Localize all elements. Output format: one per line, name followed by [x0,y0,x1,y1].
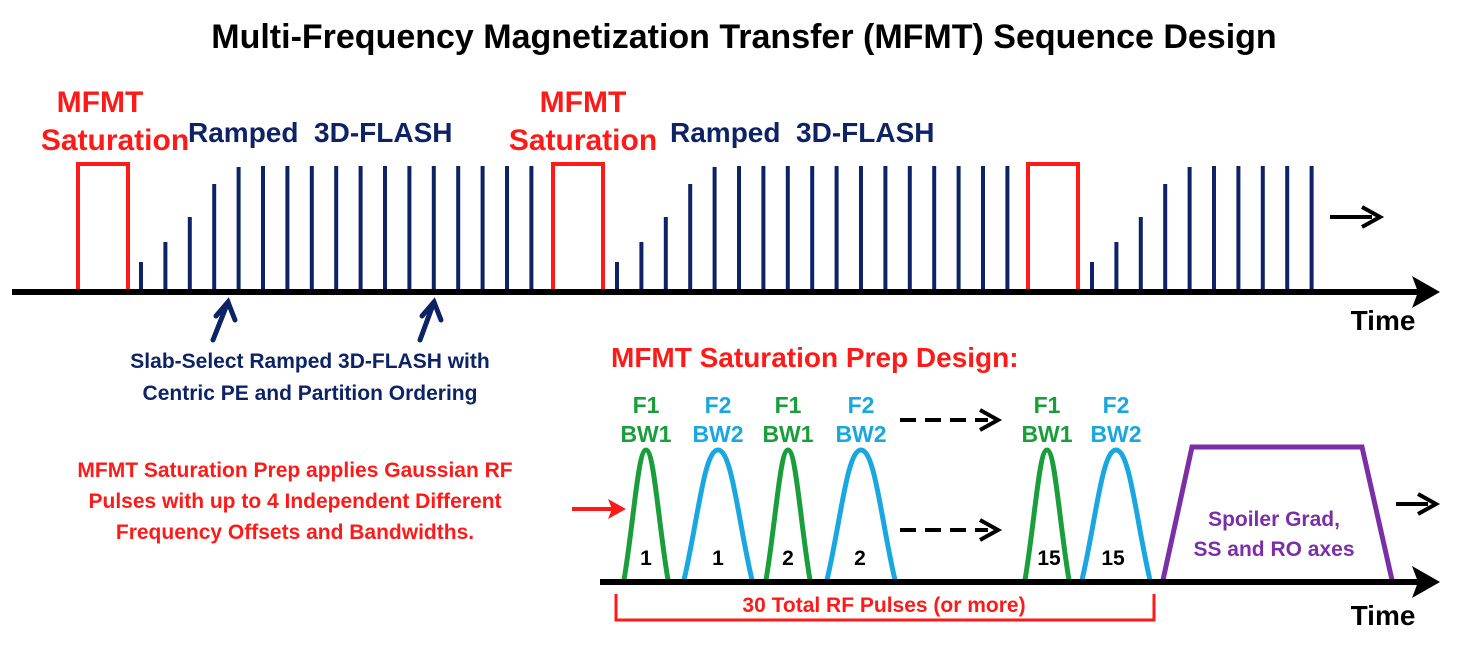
annotation-arrowhead-2 [419,297,444,323]
flash-label-1: Ramped 3D-FLASH [188,117,452,148]
pulse-4-freq: F2 [848,392,875,418]
side-note-line2: Pulses with up to 4 Independent Differen… [88,490,501,513]
pulse-4-bw: BW2 [835,421,886,447]
pulse-4-number: 2 [854,547,866,570]
sat-label-2-line2: Saturation [509,124,657,157]
pulse-6-bw: BW2 [1090,421,1141,447]
sat-label-2-line1: MFMT [540,86,627,119]
gaussian-rf-pulses [621,447,1153,581]
gaussian-pulse-4 [824,447,898,581]
annotation-arrows [210,297,444,343]
pulse-numbers: 1 1 2 2 15 15 [640,547,1125,570]
flash-rf-bars [139,166,1314,292]
side-note-line1: MFMT Saturation Prep applies Gaussian RF [77,459,512,482]
saturation-pulse-1 [76,162,130,292]
top-saturation-pulses [76,162,1080,292]
pulse-5-number: 15 [1037,547,1061,570]
spoiler-gradient-trapezoid [1160,444,1395,581]
pulse-6-number: 15 [1101,547,1125,570]
pulse-1-bw: BW1 [620,421,671,447]
gaussian-pulse-5 [1022,447,1072,581]
saturation-pulse-3 [1026,162,1080,292]
side-note-arrow [572,499,626,519]
bottom-time-label: Time [1351,600,1416,631]
spoiler-label-line1: Spoiler Grad, [1208,508,1340,531]
pulse-3-bw: BW1 [762,421,813,447]
annotation-arrowhead-1 [213,297,238,323]
pulse-2-bw: BW2 [692,421,743,447]
bottom-axis-arrowhead [1412,566,1440,598]
bottom-continue-arrow [1396,492,1441,516]
spoiler-label-line2: SS and RO axes [1193,538,1354,561]
prep-design-heading: MFMT Saturation Prep Design: [611,342,1019,373]
dashed-continue-arrow-top [900,408,1003,432]
saturation-pulse-2 [551,162,605,292]
gaussian-pulse-1 [621,447,671,581]
side-note-line3: Frequency Offsets and Bandwidths. [116,521,474,544]
total-pulses-label: 30 Total RF Pulses (or more) [742,594,1025,617]
top-axis-arrowhead [1412,276,1440,308]
annotation-line2: Centric PE and Partition Ordering [143,382,478,405]
gaussian-pulse-3 [763,447,813,581]
total-pulses-bracket [614,594,1156,622]
annotation-line1: Slab-Select Ramped 3D-FLASH with [130,350,489,373]
pulse-1-freq: F1 [633,392,660,418]
gaussian-pulse-2 [681,447,755,581]
pulse-3-freq: F1 [775,392,802,418]
top-continue-arrow [1330,205,1385,229]
pulse-3-number: 2 [782,547,794,570]
top-time-label: Time [1351,305,1416,336]
sat-label-1-line1: MFMT [57,86,144,119]
pulse-labels: F1 BW1 F2 BW2 F1 BW1 F2 BW2 F1 BW1 F2 BW… [620,392,1141,447]
flash-label-2: Ramped 3D-FLASH [670,117,934,148]
pulse-6-freq: F2 [1103,392,1130,418]
pulse-2-freq: F2 [705,392,732,418]
diagram-title: Multi-Frequency Magnetization Transfer (… [211,18,1276,56]
pulse-1-number: 1 [640,547,652,570]
gaussian-pulse-6 [1079,447,1153,581]
pulse-2-number: 1 [712,547,724,570]
sat-label-1-line2: Saturation [41,124,189,157]
pulse-5-freq: F1 [1034,392,1061,418]
pulse-5-bw: BW1 [1021,421,1072,447]
dashed-continue-arrow-middle [900,518,1003,542]
